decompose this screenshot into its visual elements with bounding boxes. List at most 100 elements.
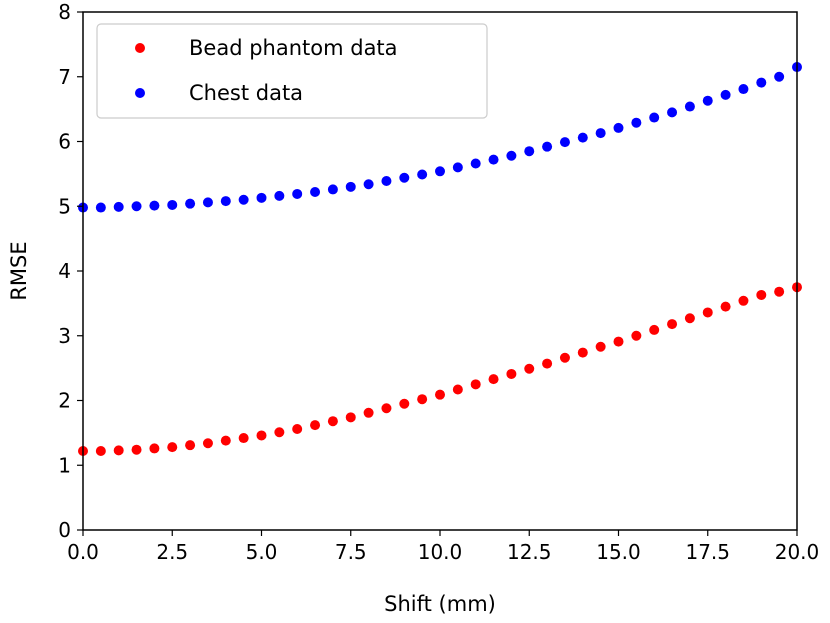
y-tick-label: 8 <box>58 0 71 24</box>
y-tick-label: 3 <box>58 324 71 348</box>
x-tick-label: 7.5 <box>335 540 367 564</box>
chest-point <box>417 169 428 180</box>
chest-point <box>95 202 106 213</box>
bead-phantom-point <box>363 407 374 418</box>
bead-phantom-point <box>131 444 142 455</box>
legend: Bead phantom data Chest data <box>96 23 488 119</box>
bead-phantom-point <box>327 416 338 427</box>
bead-phantom-point <box>488 374 499 385</box>
x-tick-label: 0.0 <box>67 540 99 564</box>
x-tick-label: 2.5 <box>156 540 188 564</box>
legend-box <box>96 23 488 119</box>
y-tick-label: 1 <box>58 453 71 477</box>
y-tick-label: 4 <box>58 259 71 283</box>
chest-point <box>684 101 695 112</box>
chest-point <box>149 200 160 211</box>
bead-phantom-point <box>506 368 517 379</box>
x-tick-label: 10.0 <box>418 540 463 564</box>
x-tick-label: 12.5 <box>507 540 552 564</box>
bead-phantom-point <box>167 442 178 453</box>
bead-phantom-point <box>435 389 445 400</box>
chest-point <box>452 162 463 173</box>
chest-point <box>595 128 606 139</box>
bead-phantom-point <box>720 301 731 312</box>
chest-point <box>113 201 124 212</box>
bead-phantom-point <box>95 446 106 457</box>
x-tick-label: 15.0 <box>596 540 641 564</box>
bead-phantom-point <box>667 319 678 330</box>
bead-phantom-point <box>524 363 535 374</box>
chest-point <box>435 166 445 177</box>
chest-point <box>399 172 410 183</box>
chest-point <box>381 175 392 186</box>
legend-marker-chest <box>135 88 145 98</box>
bead-phantom-point <box>292 423 303 434</box>
bead-phantom-point <box>113 445 124 456</box>
bead-phantom-point <box>274 427 285 438</box>
bead-phantom-point <box>185 440 196 451</box>
y-tick-label: 2 <box>58 389 71 413</box>
y-tick-label: 7 <box>58 65 71 89</box>
bead-phantom-point <box>381 403 392 414</box>
y-tick-label: 5 <box>58 194 71 218</box>
chest-point <box>488 154 499 165</box>
chest-point <box>649 112 660 123</box>
bead-phantom-point <box>238 433 249 444</box>
y-tick-label: 6 <box>58 130 71 154</box>
chest-point <box>756 77 767 88</box>
chest-point <box>185 198 196 209</box>
bead-phantom-point <box>345 412 356 423</box>
chest-point <box>131 201 142 212</box>
chest-point <box>274 190 285 201</box>
x-tick-label: 17.5 <box>685 540 730 564</box>
legend-label-chest: Chest data <box>189 81 303 105</box>
chest-point <box>220 196 231 207</box>
chest-point <box>631 117 642 128</box>
bead-phantom-point <box>756 289 767 300</box>
chest-point <box>702 95 713 106</box>
legend-label-bead-phantom: Bead phantom data <box>189 36 398 60</box>
y-tick-label: 0 <box>58 518 71 542</box>
bead-phantom-point <box>417 394 428 405</box>
bead-phantom-point <box>738 295 749 306</box>
chest-point <box>667 107 678 118</box>
bead-phantom-point <box>220 435 231 446</box>
chest-point <box>202 197 213 208</box>
chest-point <box>345 181 356 192</box>
plot-layer <box>78 62 802 457</box>
bead-phantom-point <box>595 341 606 352</box>
chest-point <box>542 141 553 152</box>
chest-point <box>167 199 178 210</box>
bead-phantom-point <box>542 358 553 369</box>
bead-phantom-point <box>631 330 642 341</box>
bead-phantom-point <box>577 347 588 358</box>
bead-phantom-point <box>470 379 481 390</box>
legend-marker-bead-phantom <box>135 43 145 53</box>
chest-point <box>238 194 249 205</box>
chest-point <box>738 84 749 95</box>
chest-point <box>613 122 624 133</box>
chest-point <box>310 187 321 198</box>
bead-phantom-point <box>149 443 160 454</box>
chest-point <box>774 71 785 82</box>
x-tick-label: 20.0 <box>775 540 820 564</box>
chest-point <box>506 150 517 161</box>
ticks-layer: 0.0 2.5 5.0 7.5 10.0 12.5 15.0 17.5 20.0 0 1 2 3 4 5 6 7… <box>58 0 819 564</box>
bead-phantom-point <box>256 430 267 441</box>
chest-point <box>363 179 374 190</box>
chest-point <box>327 184 338 195</box>
bead-phantom-point <box>684 313 695 324</box>
bead-phantom-point <box>399 398 410 409</box>
x-tick-label: 5.0 <box>246 540 278 564</box>
bead-phantom-point <box>559 352 570 363</box>
chest-point <box>470 158 481 169</box>
x-axis-label: Shift (mm) <box>384 592 496 616</box>
chest-point <box>524 146 535 157</box>
chest-point <box>577 132 588 143</box>
y-axis-label: RMSE <box>7 241 31 300</box>
bead-phantom-point <box>649 324 660 335</box>
bead-phantom-point <box>774 286 785 297</box>
bead-phantom-point <box>702 307 713 318</box>
chest-point <box>559 137 570 148</box>
